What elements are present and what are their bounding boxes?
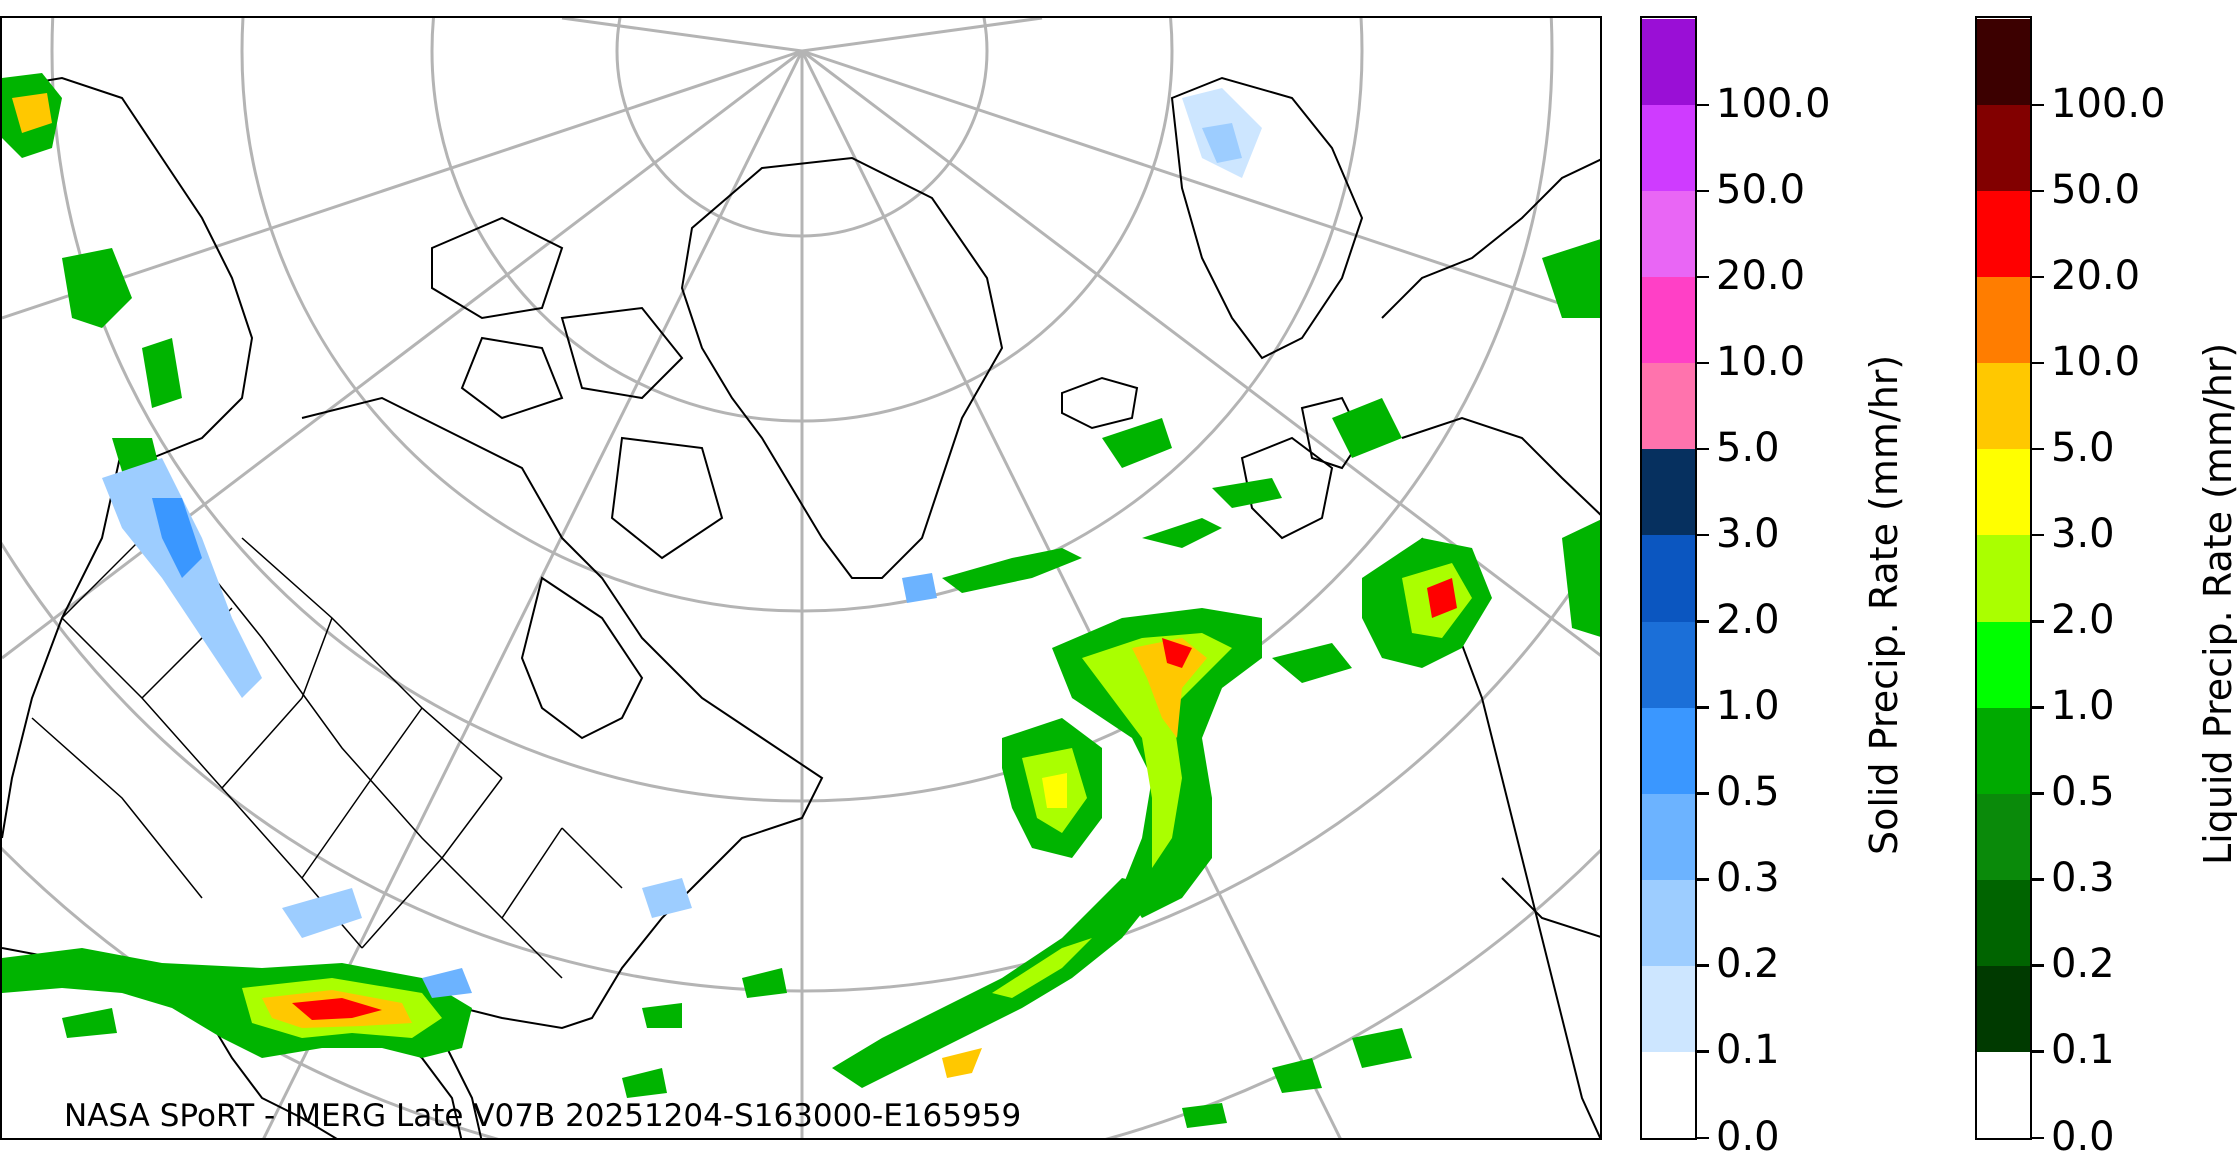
solid_bar-tick-label: 5.0 xyxy=(1716,424,1780,471)
liquid_bar-swatch xyxy=(1977,18,2030,106)
liquid_bar-tick-label: 1.0 xyxy=(2051,683,2115,730)
liquid_bar-swatch xyxy=(1977,879,2030,966)
solid_bar-tick xyxy=(1697,361,1709,365)
solid_bar-tick-label: 3.0 xyxy=(1716,510,1780,557)
solid_bar-swatch xyxy=(1642,965,1695,1052)
liquid_bar-tick xyxy=(2032,1050,2044,1053)
solid_bar-tick-label: 2.0 xyxy=(1716,597,1780,644)
liquid_bar-tick xyxy=(2032,447,2044,451)
solid_bar-tick xyxy=(1697,792,1709,795)
liquid_bar-swatch xyxy=(1977,362,2030,450)
liquid_bar-tick-label: 3.0 xyxy=(2051,510,2115,557)
liquid_bar-swatch xyxy=(1977,534,2030,622)
solid_bar-swatch xyxy=(1642,621,1695,708)
solid_bar-tick-label: 10.0 xyxy=(1716,338,1806,385)
solid_bar-tick xyxy=(1697,1050,1709,1053)
solid_bar-swatch xyxy=(1642,104,1695,192)
data-credit-text: NASA SPoRT - IMERG Late V07B 20251204-S1… xyxy=(64,1098,1022,1134)
graticule xyxy=(2,18,1600,1138)
solid_bar-swatch xyxy=(1642,362,1695,450)
solid_bar-tick xyxy=(1697,533,1709,537)
solid_bar-tick xyxy=(1697,964,1709,967)
liquid_bar-tick xyxy=(2032,878,2044,881)
solid_bar-swatch xyxy=(1642,707,1695,794)
liquid-precip-colorbar xyxy=(1975,16,2032,1140)
liquid_bar-swatch xyxy=(1977,793,2030,880)
precipitation-map xyxy=(0,16,1602,1140)
liquid_bar-tick-label: 100.0 xyxy=(2051,80,2166,127)
liquid_bar-swatch xyxy=(1977,448,2030,536)
liquid_bar-tick xyxy=(2032,189,2044,193)
solid_bar-swatch xyxy=(1642,1051,1695,1138)
liquid_bar-swatch xyxy=(1977,104,2030,192)
liquid_bar-tick-label: 10.0 xyxy=(2051,338,2141,385)
solid_bar-swatch xyxy=(1642,879,1695,966)
liquid_bar-tick xyxy=(2032,620,2044,623)
liquid_bar-swatch xyxy=(1977,707,2030,794)
liquid_bar-tick xyxy=(2032,103,2044,107)
liquid_bar-tick xyxy=(2032,361,2044,365)
solid_bar-tick xyxy=(1697,1136,1709,1139)
solid-precip-colorbar-title: Solid Precip. Rate (mm/hr) xyxy=(1862,354,1906,855)
solid_bar-tick xyxy=(1697,878,1709,881)
solid_bar-tick-label: 0.0 xyxy=(1716,1113,1780,1160)
liquid_bar-swatch xyxy=(1977,621,2030,708)
solid-precip-colorbar xyxy=(1640,16,1697,1140)
solid_bar-tick xyxy=(1697,189,1709,193)
liquid_bar-tick xyxy=(2032,964,2044,967)
solid_bar-swatch xyxy=(1642,534,1695,622)
liquid_bar-swatch xyxy=(1977,190,2030,278)
liquid_bar-tick-label: 50.0 xyxy=(2051,166,2141,213)
solid_bar-swatch xyxy=(1642,793,1695,880)
liquid_bar-tick-label: 0.2 xyxy=(2051,941,2115,988)
solid_bar-tick-label: 20.0 xyxy=(1716,252,1806,299)
liquid_bar-tick-label: 2.0 xyxy=(2051,597,2115,644)
solid_bar-tick xyxy=(1697,706,1709,709)
liquid_bar-tick-label: 20.0 xyxy=(2051,252,2141,299)
solid_bar-swatch xyxy=(1642,190,1695,278)
liquid_bar-tick-label: 5.0 xyxy=(2051,424,2115,471)
solid_bar-tick xyxy=(1697,275,1709,279)
map-canvas xyxy=(2,18,1600,1138)
solid_bar-tick-label: 100.0 xyxy=(1716,80,1831,127)
liquid_bar-tick xyxy=(2032,792,2044,795)
liquid_bar-tick xyxy=(2032,275,2044,279)
precip-solid xyxy=(102,88,1262,998)
solid_bar-tick-label: 1.0 xyxy=(1716,683,1780,730)
liquid_bar-tick-label: 0.5 xyxy=(2051,769,2115,816)
solid_bar-tick-label: 0.2 xyxy=(1716,941,1780,988)
solid_bar-swatch xyxy=(1642,276,1695,364)
liquid_bar-tick xyxy=(2032,706,2044,709)
liquid-precip-colorbar-title: Liquid Precip. Rate (mm/hr) xyxy=(2196,342,2237,865)
solid_bar-tick-label: 50.0 xyxy=(1716,166,1806,213)
solid_bar-swatch xyxy=(1642,18,1695,106)
precip-liquid xyxy=(2,73,1600,1128)
liquid_bar-swatch xyxy=(1977,276,2030,364)
solid_bar-tick xyxy=(1697,620,1709,623)
liquid_bar-tick-label: 0.0 xyxy=(2051,1113,2115,1160)
liquid_bar-tick xyxy=(2032,1136,2044,1139)
liquid_bar-swatch xyxy=(1977,1051,2030,1138)
liquid_bar-tick-label: 0.3 xyxy=(2051,855,2115,902)
solid_bar-tick-label: 0.1 xyxy=(1716,1027,1780,1074)
solid_bar-tick xyxy=(1697,447,1709,451)
solid_bar-tick xyxy=(1697,103,1709,107)
solid_bar-tick-label: 0.5 xyxy=(1716,769,1780,816)
solid_bar-tick-label: 0.3 xyxy=(1716,855,1780,902)
liquid_bar-tick xyxy=(2032,533,2044,537)
solid_bar-swatch xyxy=(1642,448,1695,536)
liquid_bar-swatch xyxy=(1977,965,2030,1052)
liquid_bar-tick-label: 0.1 xyxy=(2051,1027,2115,1074)
